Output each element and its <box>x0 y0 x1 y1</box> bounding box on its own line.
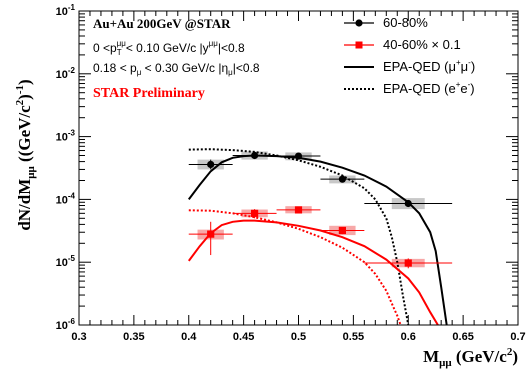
x-tick-label: 0.45 <box>233 331 254 343</box>
legend-label-qed-mumu: EPA-QED (μ+μ-) <box>383 58 475 74</box>
legend-label-60-80: 60-80% <box>383 15 428 30</box>
x-axis-title: Mμμ (GeV/c2) <box>423 346 518 369</box>
data-point-circle <box>207 160 215 169</box>
y-tick-label: 10-5 <box>56 254 76 269</box>
legend-label-40-60: 40-60% × 0.1 <box>383 37 461 52</box>
x-tick-label: 0.4 <box>181 331 197 343</box>
model-curves <box>187 148 448 326</box>
x-tick-label: 0.55 <box>343 331 364 343</box>
legend: 60-80% 40-60% × 0.1 EPA-QED (μ+μ-) EPA-Q… <box>344 15 475 96</box>
data-point-square <box>294 206 303 214</box>
x-tick-labels: 0.3 0.35 0.4 0.45 0.5 0.55 0.6 0.65 0.7 <box>71 331 525 343</box>
data-point-square <box>404 259 412 267</box>
data-point-square <box>251 209 259 217</box>
x-tick-label: 0.3 <box>71 331 86 343</box>
legend-entry-qed-mumu: EPA-QED (μ+μ-) <box>344 58 475 74</box>
annotation-muon-cut: 0.18 < pμ < 0.30 GeV/c |ημ|<0.8 <box>93 61 260 77</box>
legend-entry-qed-ee: EPA-QED (e+e-) <box>344 80 475 96</box>
y-tick-label: 10-2 <box>56 66 76 81</box>
annotation-pt-cut: 0 <pTμμ< 0.10 GeV/c |yμμ|<0.8 <box>93 39 245 57</box>
x-tick-label: 0.35 <box>123 331 144 343</box>
y-tick-label: 10-4 <box>56 191 76 206</box>
systematic-bands <box>197 151 425 268</box>
legend-entry-40-60: 40-60% × 0.1 <box>344 37 461 52</box>
y-tick-label: 10-6 <box>56 317 76 332</box>
y-tick-label: 10-3 <box>56 129 76 144</box>
curve-qed-ee <box>188 209 402 326</box>
legend-marker-square <box>355 41 363 49</box>
error-bars <box>188 153 453 269</box>
curve-qed-ee <box>188 148 410 326</box>
data-point-circle <box>338 175 346 183</box>
x-tick-label: 0.6 <box>401 331 416 343</box>
curve-qed-mumu <box>187 219 439 326</box>
y-tick-label: 10-1 <box>56 3 76 18</box>
curve-qed-mumu <box>188 154 448 326</box>
y-tick-labels: 10-6 10-5 10-4 10-3 10-2 10-1 <box>56 3 76 332</box>
legend-entry-60-80: 60-80% <box>344 15 428 30</box>
x-tick-label: 0.7 <box>510 331 525 343</box>
axis-ticks <box>78 10 519 326</box>
data-point-square <box>207 230 215 238</box>
annotation-preliminary: STAR Preliminary <box>93 86 205 101</box>
data-markers <box>207 151 412 267</box>
data-point-square <box>338 226 346 235</box>
data-point-circle <box>404 199 412 208</box>
legend-marker-circle <box>355 19 363 27</box>
legend-label-qed-ee: EPA-QED (e+e-) <box>383 80 475 96</box>
x-tick-label: 0.5 <box>291 331 306 343</box>
y-axis-title: dN/dMμμ ((GeV/c2)-1) <box>14 79 37 230</box>
x-tick-label: 0.65 <box>452 331 473 343</box>
annotation-collision: Au+Au 200GeV @STAR <box>93 16 231 31</box>
data-point-circle <box>294 152 303 160</box>
data-point-circle <box>251 151 259 160</box>
